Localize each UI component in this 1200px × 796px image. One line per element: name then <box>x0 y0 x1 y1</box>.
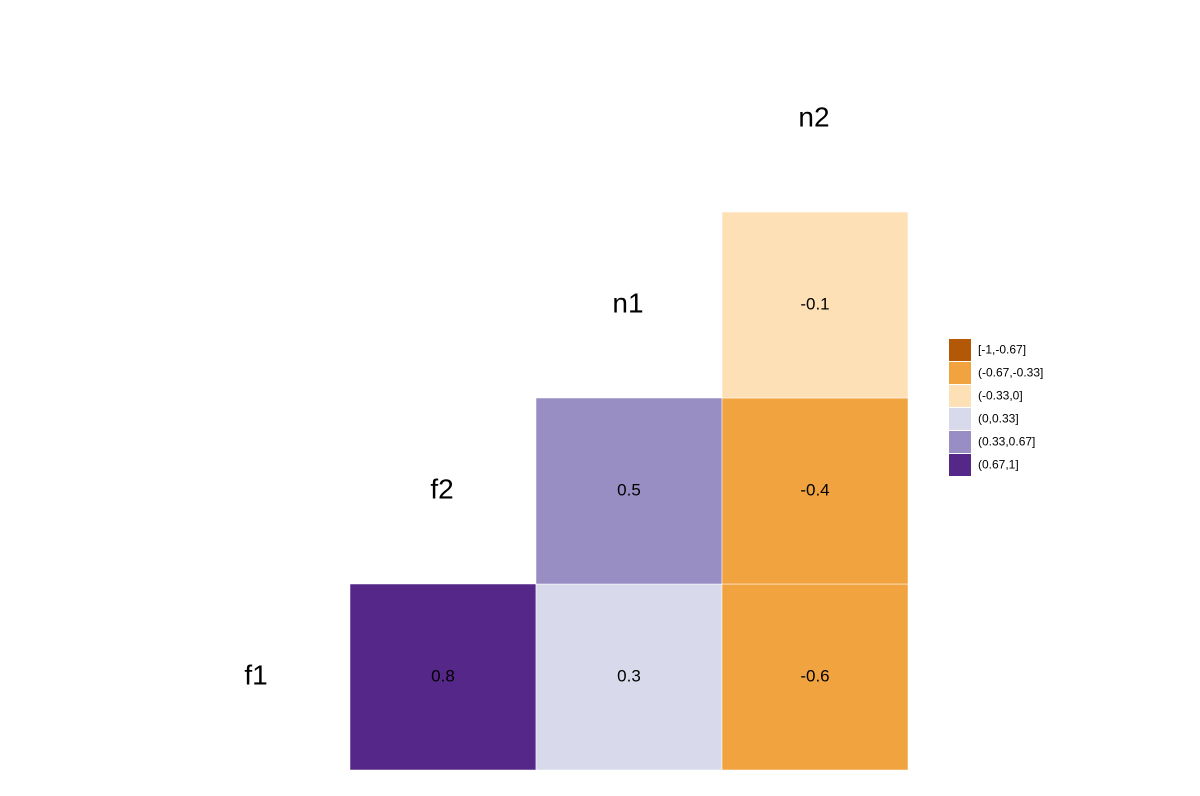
legend-swatch <box>949 339 971 361</box>
legend-swatch <box>949 385 971 407</box>
cell-value: -0.4 <box>800 480 829 499</box>
cell <box>721 211 909 399</box>
cell-value: 0.8 <box>431 666 455 685</box>
cell <box>535 397 723 585</box>
legend-label: (0,0.33] <box>978 412 1019 426</box>
variable-label: f1 <box>244 659 267 690</box>
legend-swatch <box>949 454 971 476</box>
variable-label: f2 <box>430 473 453 504</box>
cell-value: 0.3 <box>617 666 641 685</box>
cell-value: 0.5 <box>617 480 641 499</box>
legend-swatch <box>949 362 971 384</box>
legend-label: (0.67,1] <box>978 458 1019 472</box>
legend-swatch <box>949 431 971 453</box>
cell-value: -0.1 <box>800 294 829 313</box>
cell-value: -0.6 <box>800 666 829 685</box>
legend-label: (0.33,0.67] <box>978 435 1035 449</box>
legend-label: (-0.67,-0.33] <box>978 366 1043 380</box>
legend-label: [-1,-0.67] <box>978 343 1026 357</box>
cell <box>535 583 723 771</box>
cell <box>721 397 909 585</box>
legend-label: (-0.33,0] <box>978 389 1023 403</box>
legend-swatch <box>949 408 971 430</box>
cell <box>349 583 537 771</box>
variable-label: n1 <box>612 287 643 318</box>
variable-label: n2 <box>798 101 829 132</box>
